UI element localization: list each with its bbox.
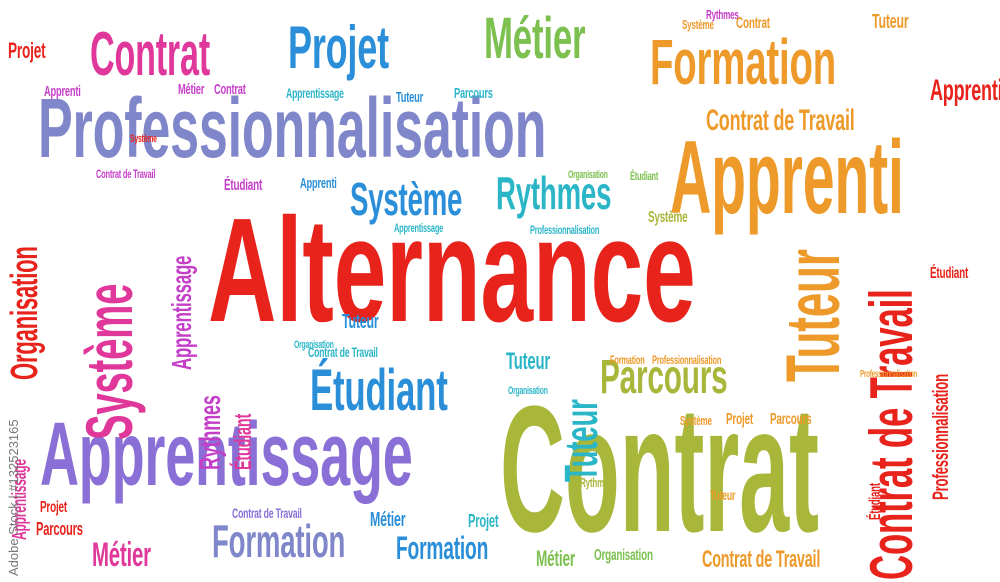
word-apprenti-small-1: Apprenti (44, 83, 81, 100)
word-etudiant-vertical-right: Étudiant (867, 483, 884, 520)
word-professionnalisation-small-1: Professionnalisation (530, 223, 600, 237)
word-projet-small-4: Projet (40, 499, 67, 516)
word-tuteur-small-2: Tuteur (872, 11, 909, 33)
word-contrat-medium: Contrat (90, 20, 211, 89)
word-metier-small-2: Métier (536, 546, 575, 571)
word-professionnalisation: Professionnalisation (38, 81, 547, 175)
word-tuteur-vertical: Tuteur (771, 249, 856, 382)
word-etudiant-vertical: Étudiant (230, 413, 257, 470)
word-etudiant-small-3: Étudiant (930, 265, 969, 282)
word-professionnalisation-small-2: Professionnalisation (652, 353, 722, 367)
word-etudiant-medium: Étudiant (310, 358, 448, 423)
word-etudiant-small-2: Étudiant (630, 169, 659, 183)
word-rythmes-small-1: Rythmes (706, 7, 739, 22)
word-apprenti-small-3: Apprenti (930, 74, 1000, 107)
word-projet-medium: Projet (288, 14, 389, 81)
word-apprentissage-small-1: Apprentissage (286, 85, 344, 101)
word-alternance: Alternance (208, 188, 696, 353)
word-contrat-de-travail-small-1: Contrat de Travail (96, 167, 156, 181)
word-professionnalisation-vertical: Professionnalisation (928, 374, 953, 500)
word-contrat-de-travail-top: Contrat de Travail (706, 104, 855, 137)
word-apprentissage: Apprentissage (40, 405, 413, 505)
word-systeme-medium: Système (350, 173, 463, 225)
word-parcours-small-3: Parcours (36, 519, 83, 539)
word-systeme-small-2: Système (648, 209, 688, 226)
word-contrat-de-travail-bottom: Contrat de Travail (702, 546, 821, 573)
word-contrat-de-travail-small-3: Contrat de Travail (232, 505, 302, 521)
word-parcours-medium: Parcours (600, 351, 728, 404)
word-apprentissage-small-2: Apprentissage (394, 221, 444, 235)
word-systeme-vertical: Système (72, 283, 146, 440)
word-metier-small-3: Métier (370, 509, 406, 531)
word-parcours-small-1: Parcours (454, 85, 493, 102)
word-etudiant-small-1: Étudiant (224, 177, 263, 194)
word-parcours-small-2: Parcours (770, 411, 812, 428)
word-systeme-small-4: Système (130, 133, 157, 145)
word-contrat-small-2: Contrat (736, 15, 770, 32)
word-formation-bottom: Formation (212, 515, 346, 567)
word-apprenti-large: Apprenti (670, 120, 904, 236)
word-organisation-small-4: Organisation (294, 339, 334, 351)
word-projet-small-1: Projet (8, 38, 46, 63)
word-rythmes-small-2: Rythmes (580, 475, 613, 490)
word-tuteur-small-3: Tuteur (342, 311, 379, 333)
word-tuteur-small-1: Tuteur (396, 89, 424, 106)
word-metier-bottom: Métier (92, 536, 151, 574)
word-metier-medium: Métier (484, 6, 586, 71)
word-organisation-small-3: Organisation (594, 547, 653, 564)
word-apprentissage-vertical: Apprentissage (166, 255, 197, 370)
word-tuteur-small-4: Tuteur (710, 487, 736, 503)
word-projet-small-3: Projet (468, 511, 499, 531)
word-professionnalisation-small-3: Professionnalisation (860, 369, 918, 380)
word-organisation-small-1: Organisation (568, 169, 608, 181)
word-formation-large: Formation (650, 26, 836, 98)
word-apprenti-small-2: Apprenti (300, 175, 337, 192)
word-contrat-large: Contrat (500, 369, 819, 570)
word-rythmes-vertical: Rythmes (194, 395, 227, 470)
word-systeme-small-1: Système (682, 17, 714, 32)
word-metier-small-1: Métier (178, 81, 205, 98)
word-projet-small-2: Projet (726, 411, 753, 428)
word-formation-small-1: Formation (610, 353, 645, 367)
word-systeme-small-3: Système (680, 413, 712, 428)
word-contrat-de-travail-small-2: Contrat de Travail (308, 344, 378, 360)
word-organisation-small-2: Organisation (508, 385, 548, 397)
word-tuteur-vertical-small: Tuteur (555, 399, 607, 482)
word-formation-bottom2: Formation (396, 530, 489, 566)
word-tuteur-medium: Tuteur (506, 348, 551, 375)
word-contrat-small-1: Contrat (214, 81, 246, 98)
word-rythmes-medium: Rythmes (496, 167, 612, 219)
word-organisation-vertical: Organisation (4, 246, 46, 380)
